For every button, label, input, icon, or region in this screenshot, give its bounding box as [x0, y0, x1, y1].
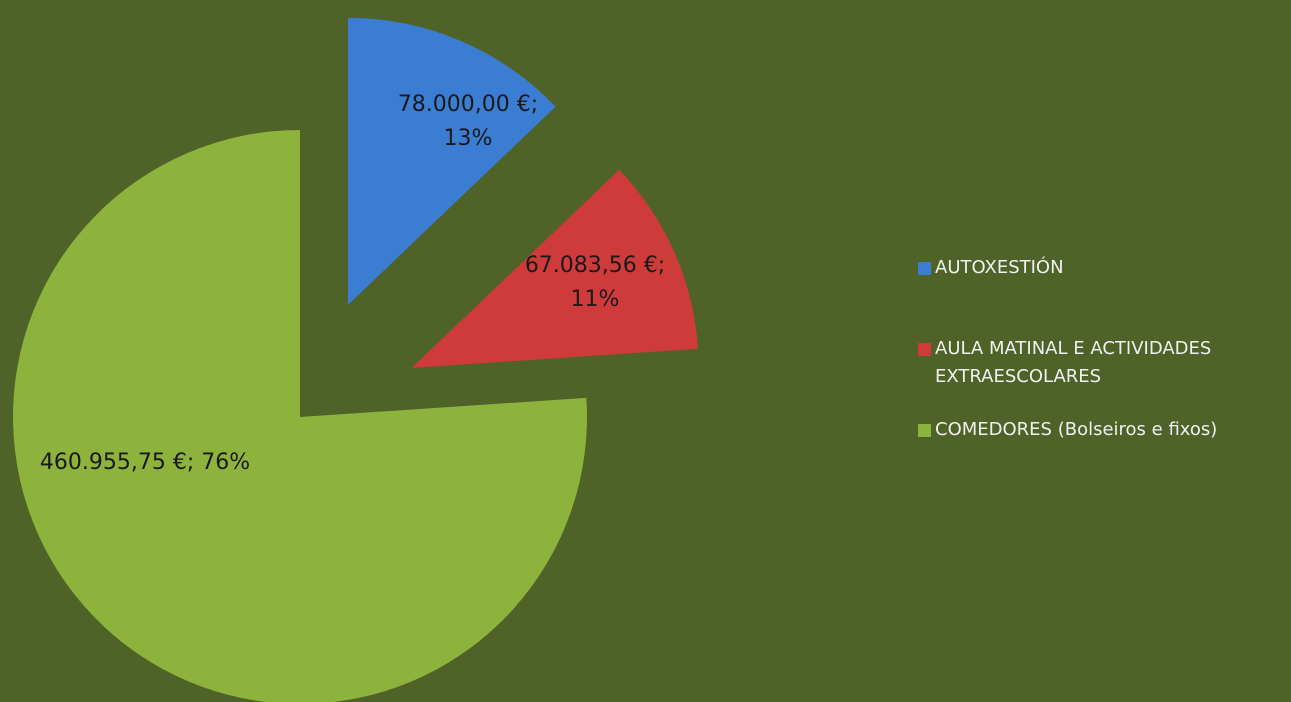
legend-item: AUTOXESTIÓN: [918, 254, 1288, 282]
data-label: 78.000,00 €; 13%: [397, 92, 539, 151]
legend-label: AUTOXESTIÓN: [935, 257, 1064, 278]
pie-slice: [347, 17, 556, 305]
pie-slice: [411, 169, 699, 368]
legend-swatch: [918, 424, 931, 437]
data-label: 460.955,75 €; 76%: [39, 450, 251, 475]
legend-item: COMEDORES (Bolseiros e fixos): [918, 416, 1288, 444]
legend-item: AULA MATINAL E ACTIVIDADES EXTRAESCOLARE…: [918, 335, 1288, 391]
data-label: 67.083,56 €; 11%: [524, 253, 666, 312]
pie-slice: [13, 130, 587, 702]
legend-label: AULA MATINAL E ACTIVIDADES EXTRAESCOLARE…: [935, 338, 1212, 387]
legend-swatch: [918, 343, 931, 356]
legend-label: COMEDORES (Bolseiros e fixos): [935, 419, 1218, 440]
legend-swatch: [918, 262, 931, 275]
